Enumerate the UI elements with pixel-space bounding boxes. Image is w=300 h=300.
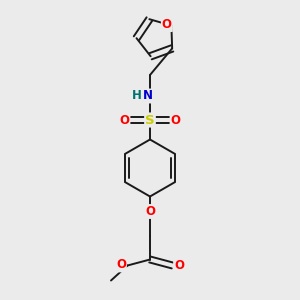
Text: O: O	[145, 205, 155, 218]
Text: N: N	[142, 89, 153, 103]
Text: O: O	[119, 113, 129, 127]
Text: O: O	[116, 258, 126, 272]
Text: O: O	[171, 113, 181, 127]
Text: O: O	[174, 259, 184, 272]
Text: S: S	[145, 113, 155, 127]
Text: O: O	[162, 18, 172, 31]
Text: H: H	[132, 89, 141, 102]
